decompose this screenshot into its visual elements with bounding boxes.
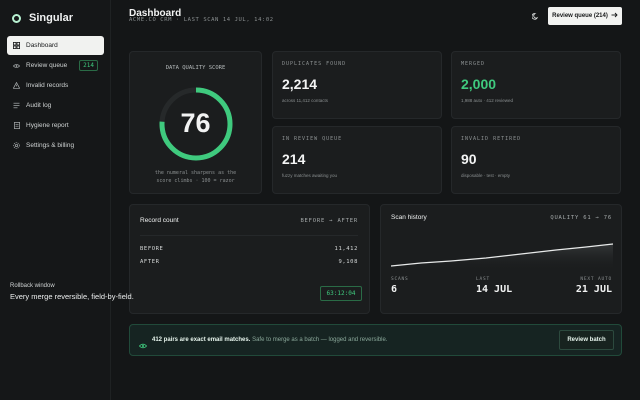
record-count-card: Record count BEFORE → AFTER BEFORE 11,41… [129,204,370,314]
score-caption-line-2: score climbs · 100 = razor [156,178,235,184]
scan-stat-label: NEXT AUTO [580,277,612,282]
banner-headline: 412 pairs are exact email matches. [152,337,251,343]
sidebar-nav: Dashboard Review queue 214 Invalid recor… [7,36,104,156]
row-label: BEFORE [140,246,164,252]
score-title: DATA QUALITY SCORE [165,65,226,71]
record-range-label: BEFORE → AFTER [300,218,358,224]
sidebar-item-dashboard[interactable]: Dashboard [7,36,104,55]
sidebar-item-label: Invalid records [26,82,69,89]
moon-icon [531,7,539,25]
row-value: 11,412 [334,246,358,252]
divider [140,235,358,236]
brand[interactable]: Singular [12,12,73,24]
review-queue-button[interactable]: Review queue (214) [548,7,622,25]
scan-stat-label: SCANS [391,277,409,282]
stat-value: 2,000 [461,76,497,92]
stat-label: MERGED [461,61,486,67]
stat-value: 214 [282,151,306,167]
scan-stat-last: LAST 14 JUL [476,277,512,295]
quality-trend-label: QUALITY 61 → 76 [550,215,612,221]
sidebar-item-label: Settings & billing [26,142,75,149]
banner-detail: Safe to merge as a batch — logged and re… [250,337,388,343]
eye-icon [138,336,148,354]
sidebar-item-label: Dashboard [26,42,58,49]
sidebar-item-label: Hygiene report [26,122,69,129]
app-name: Singular [29,12,74,24]
scan-stat-next-auto: NEXT AUTO 21 JUL [576,277,612,295]
stat-value: 2,214 [282,76,318,92]
row-label: AFTER [140,259,160,265]
stat-label: INVALID RETIRED [461,136,522,142]
stat-note: 1,988 auto · 412 reviewed [461,98,514,103]
sidebar-item-settings[interactable]: Settings & billing [7,136,104,155]
review-batch-button[interactable]: Review batch [559,330,614,350]
banner-message: 412 pairs are exact email matches. Safe … [152,337,388,343]
record-count-title: Record count [140,217,179,224]
record-row-after: AFTER 9,108 [140,259,358,265]
warning-icon [13,82,20,89]
list-icon [13,102,20,109]
review-button-label: Review queue (214) [552,13,608,19]
record-row-before: BEFORE 11,412 [140,246,358,252]
review-count-badge: 214 [79,60,98,71]
scan-stat-value: 14 JUL [476,284,513,295]
logo-ring-icon [12,13,21,23]
stat-card-invalid-retired: INVALID RETIRED 90 disposable · test · e… [451,126,621,194]
stat-label: DUPLICATES FOUND [282,61,347,67]
page-subtitle: ACME.CO CRM · LAST SCAN 14 JUL, 14:02 [129,17,274,23]
sidebar-item-audit-log[interactable]: Audit log [7,96,104,115]
rollback-timer: 63:12:04 [320,286,362,301]
score-gauge [159,87,233,161]
stat-label: IN REVIEW QUEUE [282,136,343,142]
sidebar-item-label: Review queue [26,62,68,69]
grid-icon [13,42,20,49]
quality-score-card: DATA QUALITY SCORE 76 the numeral sharpe… [129,51,262,194]
score-caption-line-1: the numeral sharpens as the [154,170,237,176]
sparkline-area [391,244,613,271]
stat-card-duplicates: DUPLICATES FOUND 2,214 across 11,412 con… [272,51,442,119]
scan-history-card: Scan history QUALITY 61 → 76 SCANS 6 LAS… [380,204,622,314]
sparkline-line [391,243,613,267]
theme-toggle-button[interactable] [527,8,543,24]
score-value: 76 [180,108,211,138]
stat-card-review-queue: IN REVIEW QUEUE 214 fuzzy matches awaiti… [272,126,442,194]
sidebar-item-review-queue[interactable]: Review queue 214 [7,56,104,75]
stat-note: across 11,412 contacts [282,98,328,103]
stat-note: disposable · test · empty [461,173,511,178]
eye-icon [13,62,20,69]
scan-stat-scans: SCANS 6 [391,277,409,295]
scan-stat-value: 21 JUL [575,284,612,295]
arrow-right-icon [611,12,618,20]
page-title: Dashboard [129,8,182,19]
stat-value: 90 [461,151,477,167]
gear-icon [13,142,20,149]
rollback-label: Rollback window [10,283,55,289]
stat-note: fuzzy matches awaiting you [282,173,338,178]
rollback-description: Every merge reversible, field-by-field. [10,292,134,301]
sidebar-item-hygiene-report[interactable]: Hygiene report [7,116,104,135]
scan-history-sparkline [391,243,613,271]
row-value: 9,108 [338,259,358,265]
sidebar-item-invalid-records[interactable]: Invalid records [7,76,104,95]
sidebar-item-label: Audit log [26,102,52,109]
exact-match-banner: 412 pairs are exact email matches. Safe … [129,324,622,356]
sidebar: Singular Dashboard Review queue 214 Inva… [0,0,111,400]
stat-card-merged: MERGED 2,000 1,988 auto · 412 reviewed [451,51,621,119]
scan-stat-label: LAST [476,277,491,282]
scan-stat-value: 6 [391,284,398,295]
document-icon [13,122,20,129]
scan-history-title: Scan history [391,214,427,221]
